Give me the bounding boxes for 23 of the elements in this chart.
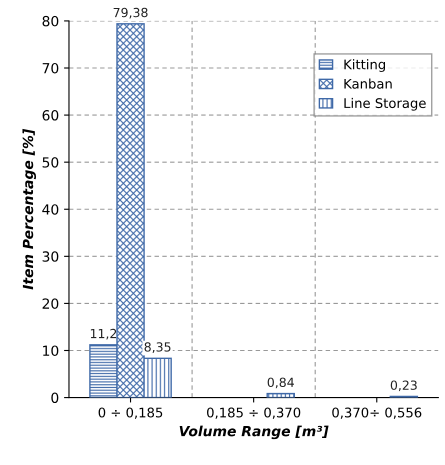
y-tick-label: 80 bbox=[42, 16, 58, 26]
x-tick-label: 0,185 ÷ 0,370 bbox=[207, 408, 300, 419]
legend-label: Kanban bbox=[344, 78, 392, 89]
y-axis-title: Item Percentage [%] bbox=[22, 128, 36, 290]
y-tick-label: 0 bbox=[51, 392, 58, 404]
y-tick-label: 10 bbox=[43, 345, 58, 356]
y-tick-label: 50 bbox=[42, 157, 58, 168]
data-label: 8,35 bbox=[144, 342, 170, 353]
data-label: 0,23 bbox=[390, 380, 417, 392]
y-tick-label: 70 bbox=[42, 62, 58, 74]
x-tick-label: 0,370÷ 0,556 bbox=[332, 408, 422, 419]
legend-label: Kitting bbox=[344, 59, 385, 72]
data-label: 11,2 bbox=[90, 328, 116, 340]
y-tick-label: 40 bbox=[42, 204, 58, 215]
data-label: 79,38 bbox=[114, 8, 148, 19]
x-tick-label: 0 ÷ 0,185 bbox=[98, 408, 162, 419]
bar bbox=[266, 392, 295, 398]
x-axis-title: Volume Range [m³] bbox=[180, 426, 329, 440]
data-label: 0,84 bbox=[268, 378, 294, 388]
legend-label: Line Storage bbox=[344, 98, 426, 111]
y-tick-label: 60 bbox=[42, 110, 58, 121]
y-tick-label: 30 bbox=[42, 251, 58, 262]
y-tick-label: 20 bbox=[42, 298, 58, 309]
